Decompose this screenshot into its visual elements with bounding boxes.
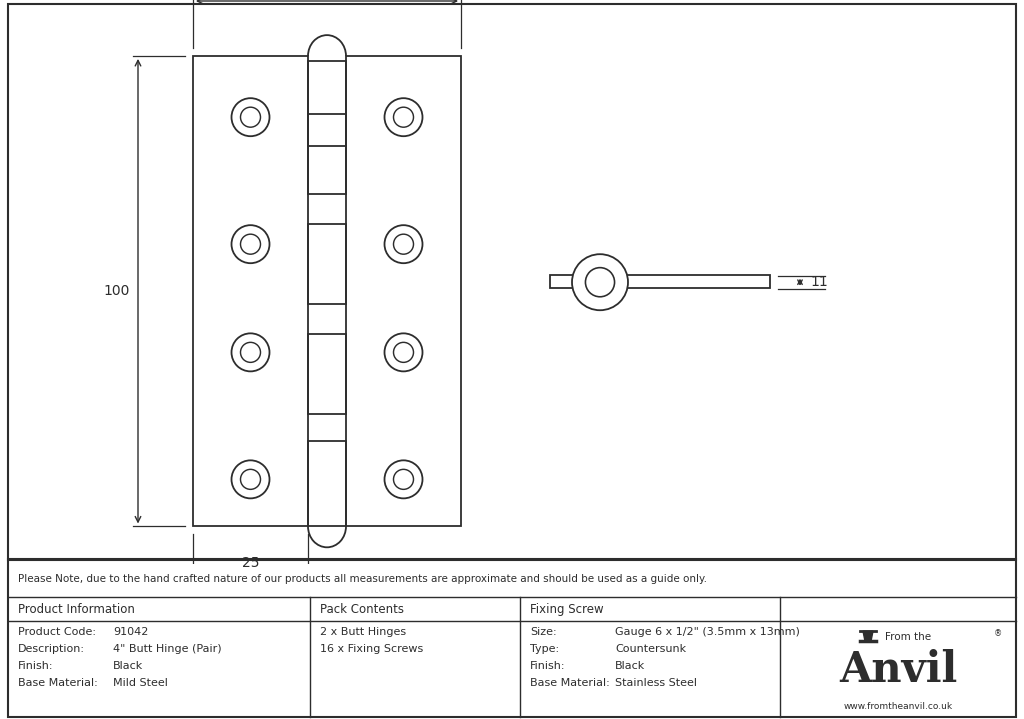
Text: Product Information: Product Information [18,603,135,615]
Text: Countersunk: Countersunk [615,644,686,654]
Text: 11: 11 [810,275,827,289]
Text: Finish:: Finish: [18,661,53,671]
Text: ®: ® [994,629,1002,638]
Text: Please Note, due to the hand crafted nature of our products all measurements are: Please Note, due to the hand crafted nat… [18,574,707,585]
Text: Base Material:: Base Material: [18,678,97,688]
Text: Finish:: Finish: [530,661,565,671]
Text: Fixing Screw: Fixing Screw [530,603,603,615]
Text: 25: 25 [242,557,259,570]
Bar [346,56,461,526]
Circle shape [572,255,628,310]
Text: Type:: Type: [530,644,559,654]
Text: 91042: 91042 [113,627,148,637]
Text: 100: 100 [103,284,130,298]
Bar [308,334,346,414]
Text: 4" Butt Hinge (Pair): 4" Butt Hinge (Pair) [113,644,221,654]
Bar [193,56,308,526]
Bar [308,61,346,146]
Text: www.fromtheanvil.co.uk: www.fromtheanvil.co.uk [844,702,952,711]
Bar [308,224,346,304]
Text: 16 x Fixing Screws: 16 x Fixing Screws [319,644,423,654]
Polygon shape [863,631,873,641]
Text: Size:: Size: [530,627,557,637]
Text: Black: Black [615,661,645,671]
Text: From the: From the [885,632,931,642]
Bar [550,275,770,288]
Text: Pack Contents: Pack Contents [319,603,404,615]
Text: Anvil: Anvil [839,649,957,691]
Text: 2 x Butt Hinges: 2 x Butt Hinges [319,627,407,637]
Text: Product Code:: Product Code: [18,627,96,637]
Text: Base Material:: Base Material: [530,678,609,688]
Text: Gauge 6 x 1/2" (3.5mm x 13mm): Gauge 6 x 1/2" (3.5mm x 13mm) [615,627,800,637]
Bar [308,114,346,194]
Text: Black: Black [113,661,143,671]
Text: Stainless Steel: Stainless Steel [615,678,697,688]
Text: Description:: Description: [18,644,85,654]
Bar [308,441,346,526]
Text: Mild Steel: Mild Steel [113,678,168,688]
